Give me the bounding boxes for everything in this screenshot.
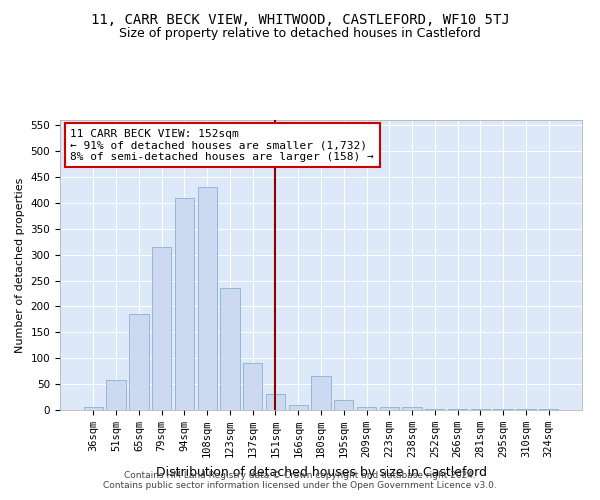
Bar <box>516 409 536 410</box>
Bar <box>539 409 558 410</box>
Bar <box>289 405 308 410</box>
Bar <box>357 408 376 410</box>
Bar <box>425 409 445 410</box>
Bar <box>175 198 194 410</box>
X-axis label: Distribution of detached houses by size in Castleford: Distribution of detached houses by size … <box>155 466 487 478</box>
Bar <box>334 400 353 410</box>
Text: 11 CARR BECK VIEW: 152sqm
← 91% of detached houses are smaller (1,732)
8% of sem: 11 CARR BECK VIEW: 152sqm ← 91% of detac… <box>70 128 374 162</box>
Bar <box>380 408 399 410</box>
Text: Size of property relative to detached houses in Castleford: Size of property relative to detached ho… <box>119 28 481 40</box>
Bar <box>448 409 467 410</box>
Bar <box>266 394 285 410</box>
Text: 11, CARR BECK VIEW, WHITWOOD, CASTLEFORD, WF10 5TJ: 11, CARR BECK VIEW, WHITWOOD, CASTLEFORD… <box>91 12 509 26</box>
Bar <box>129 314 149 410</box>
Bar <box>470 409 490 410</box>
Text: Contains HM Land Registry data © Crown copyright and database right 2024.
Contai: Contains HM Land Registry data © Crown c… <box>103 470 497 490</box>
Bar <box>152 247 172 410</box>
Bar <box>311 376 331 410</box>
Bar <box>220 288 239 410</box>
Bar <box>403 408 422 410</box>
Bar <box>197 188 217 410</box>
Bar <box>493 409 513 410</box>
Bar <box>106 380 126 410</box>
Bar <box>84 408 103 410</box>
Bar <box>243 364 262 410</box>
Y-axis label: Number of detached properties: Number of detached properties <box>15 178 25 352</box>
